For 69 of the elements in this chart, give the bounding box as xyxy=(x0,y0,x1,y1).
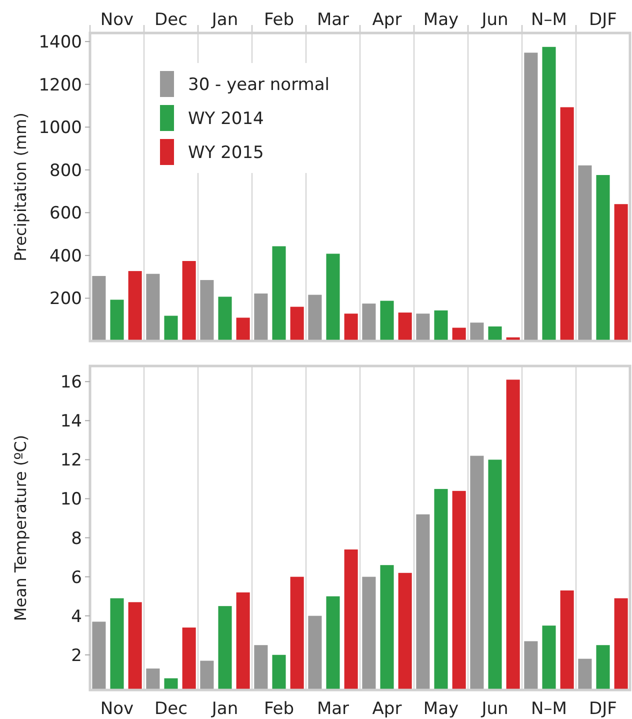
bar xyxy=(398,312,412,341)
x-tick-label: Nov xyxy=(100,699,134,719)
y-tick-label: 1400 xyxy=(38,32,82,53)
y-axis-title: Mean Temperature (ºC) xyxy=(11,434,30,622)
y-tick-label: 4 xyxy=(71,606,82,627)
bar xyxy=(128,271,142,341)
bar xyxy=(434,310,448,341)
bar xyxy=(272,246,286,341)
x-tick-label: Dec xyxy=(154,699,188,719)
x-tick-label: Feb xyxy=(264,699,294,719)
x-tick-label: DJF xyxy=(589,10,617,30)
x-tick-label: Apr xyxy=(372,10,402,30)
bar xyxy=(110,300,124,341)
bar xyxy=(200,280,214,341)
legend-label: 30 - year normal xyxy=(188,75,330,95)
bar xyxy=(326,254,340,341)
y-tick-label: 6 xyxy=(71,568,82,588)
bar xyxy=(596,175,610,341)
x-tick-label: N–M xyxy=(531,699,567,719)
bar xyxy=(254,294,268,341)
legend-label: WY 2014 xyxy=(188,109,264,129)
y-tick-label: 800 xyxy=(50,160,82,181)
x-tick-label: May xyxy=(423,699,459,719)
bar xyxy=(308,294,322,341)
x-tick-label: Mar xyxy=(316,10,350,30)
bar xyxy=(380,300,394,341)
x-tick-label: Jan xyxy=(210,10,238,30)
bar xyxy=(524,52,538,341)
bar xyxy=(218,296,232,341)
bar xyxy=(164,316,178,341)
bar xyxy=(92,276,106,341)
x-tick-label: DJF xyxy=(589,699,617,719)
bar xyxy=(182,261,196,341)
x-tick-label: Jun xyxy=(480,10,508,30)
bar xyxy=(362,304,376,341)
bar xyxy=(614,204,628,341)
bar xyxy=(290,306,304,341)
y-tick-label: 14 xyxy=(60,412,82,432)
y-tick-label: 12 xyxy=(60,450,82,471)
y-tick-label: 10 xyxy=(60,490,82,510)
bar xyxy=(470,322,484,341)
y-tick-label: 1000 xyxy=(38,118,82,138)
y-tick-label: 8 xyxy=(71,528,82,549)
y-axis-title: Precipitation (mm) xyxy=(11,112,30,262)
bar xyxy=(452,328,466,341)
y-tick-label: 200 xyxy=(50,289,82,310)
x-tick-label: May xyxy=(423,10,459,30)
y-tick-label: 2 xyxy=(71,646,82,666)
y-tick-label: 400 xyxy=(50,246,82,266)
bar xyxy=(542,46,556,341)
x-tick-label: Feb xyxy=(264,10,294,30)
bar xyxy=(416,314,430,341)
x-tick-label: Nov xyxy=(100,10,134,30)
x-tick-label: Mar xyxy=(316,699,350,719)
bar xyxy=(236,318,250,341)
legend-label: WY 2015 xyxy=(188,143,264,163)
bar xyxy=(560,107,574,341)
bar xyxy=(344,314,358,341)
bar xyxy=(146,274,160,341)
y-tick-label: 600 xyxy=(50,204,82,224)
x-tick-label: Dec xyxy=(154,10,188,30)
x-tick-label: Apr xyxy=(372,699,402,719)
bar xyxy=(578,165,592,341)
x-tick-label: Jan xyxy=(210,699,238,719)
y-tick-label: 16 xyxy=(60,372,82,393)
y-tick-label: 1200 xyxy=(38,75,82,96)
bar xyxy=(488,326,502,341)
x-tick-label: Jun xyxy=(480,699,508,719)
x-tick-label: N–M xyxy=(531,10,567,30)
